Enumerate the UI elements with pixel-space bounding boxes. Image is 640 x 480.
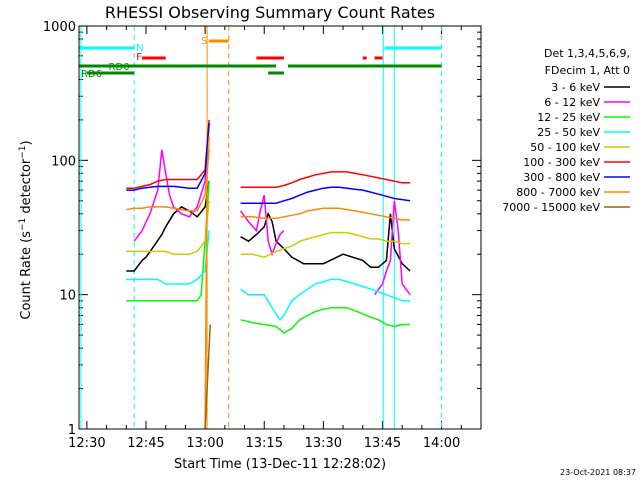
x-tick-label: 14:00: [423, 436, 460, 451]
legend-entry-label: 12 - 25 keV: [537, 111, 600, 124]
series-line-8-0: [204, 324, 211, 430]
x-tick-label: 13:45: [364, 436, 401, 451]
legend: Det 1,3,4,5,6,9, FDecim 1, Att 0 3 - 6 k…: [502, 47, 630, 214]
series-line-4-0: [126, 200, 210, 255]
legend-entry-label: 800 - 7000 keV: [516, 186, 600, 199]
y-tick-label: 100: [51, 154, 76, 169]
series-line-7-1: [240, 207, 411, 221]
series-line-5-1: [240, 171, 411, 189]
x-tick-label: 13:30: [305, 436, 342, 451]
plot-frame: [78, 25, 482, 430]
rd0-flag-label: RD0: [109, 62, 130, 73]
legend-entry-label: 7000 - 15000 keV: [502, 201, 600, 214]
series-line-5-0: [126, 119, 210, 189]
series-line-7-2: [204, 136, 210, 430]
series-line-3-0: [126, 230, 210, 285]
legend-entry-label: 3 - 6 keV: [551, 81, 600, 94]
series-line-3-1: [240, 278, 411, 322]
flag-bars: NF S RD0 RD6: [79, 26, 443, 429]
series-line-2-1: [240, 306, 411, 334]
legend-header-1: Det 1,3,4,5,6,9,: [544, 47, 630, 60]
footer-timestamp: 23-Oct-2021 08:37: [560, 468, 636, 477]
series-line-6-0: [126, 122, 210, 191]
y-axis-label: Count Rate (s−1 detector−1): [18, 140, 34, 319]
saa-flag-label: S: [201, 36, 207, 47]
series-line-2-0: [126, 181, 210, 302]
legend-entry-label: 25 - 50 keV: [537, 126, 600, 139]
series-line-7-0: [126, 149, 210, 212]
legend-header-2: FDecim 1, Att 0: [545, 64, 630, 77]
series-group: [126, 119, 411, 430]
y-tick-label: 10: [59, 289, 76, 304]
x-tick-label: 13:15: [246, 436, 283, 451]
legend-entry-label: 50 - 100 keV: [530, 141, 600, 154]
x-tick-label: 12:45: [127, 436, 164, 451]
y-tick-label: 1000: [43, 20, 76, 35]
series-line-0-1: [240, 211, 411, 272]
series-line-4-1: [240, 231, 411, 258]
legend-entry-label: 300 - 800 keV: [523, 171, 600, 184]
series-line-1-2: [373, 200, 411, 296]
series-line-0-0: [126, 180, 210, 272]
x-axis-label: Start Time (13-Dec-11 12:28:02): [174, 457, 386, 472]
x-tick-label: 12:30: [68, 436, 105, 451]
legend-entry-label: 100 - 300 keV: [523, 156, 600, 169]
series-line-6-1: [240, 186, 411, 204]
series-line-1-0: [133, 122, 210, 242]
flare-flag-label: F: [136, 52, 142, 63]
chart-title: RHESSI Observing Summary Count Rates: [105, 3, 435, 22]
rd6-flag-label: RD6: [81, 69, 102, 80]
night-flag-label: N: [136, 43, 143, 54]
x-axis-ticks: 12:30 12:45 13:00 13:15 13:30 13:45 14:00: [68, 26, 462, 451]
x-tick-label: 13:00: [186, 436, 223, 451]
y-axis-ticks: 1 10 100 1000: [43, 20, 481, 438]
legend-entry-label: 6 - 12 keV: [544, 96, 600, 109]
y-tick-label: 1: [68, 423, 76, 438]
